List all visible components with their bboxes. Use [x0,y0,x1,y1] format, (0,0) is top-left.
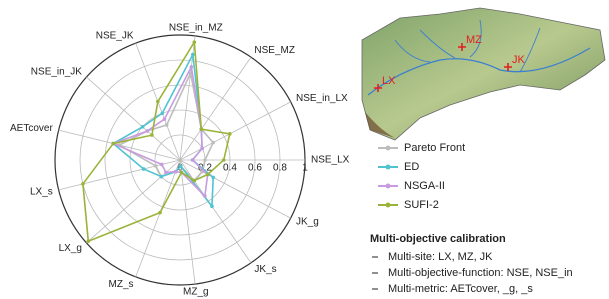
axis-label: NSE_in_MZ [169,23,223,34]
note-item: Multi-objective-function: NSE, NSE_in [388,267,573,279]
series-marker [142,167,146,171]
legend-title: Multi-objective calibration [370,233,506,245]
series-marker [191,158,195,162]
series-marker [200,127,204,131]
axis-label: JK_g [296,216,319,227]
axis-label: NSE_MZ [254,45,295,56]
spoke [136,160,180,277]
map-label: MZ [466,34,482,46]
note-item: Multi-metric: AETcover, _g, _s [388,283,533,295]
series-marker [190,65,194,69]
series-marker [203,194,207,198]
series-marker [111,142,115,146]
series-marker [150,133,154,137]
series-marker [87,239,91,243]
legend-label: SUFI-2 [404,199,439,211]
axis-label: LX_s [30,186,53,197]
series-marker [160,163,164,167]
series-marker [164,171,168,175]
series-marker [163,117,167,121]
axis-label: MZ_s [109,279,134,290]
series-marker [193,40,197,44]
axis-label: LX_g [59,243,82,254]
series-marker [179,164,183,168]
r-tick-label: 0.8 [273,163,287,174]
axis-label: MZ_g [183,287,209,298]
series-line [113,55,213,207]
series-marker [222,158,226,162]
series-marker [228,132,232,136]
series-marker [159,175,163,179]
series-marker [160,111,164,115]
series-marker [211,176,215,180]
series-marker [191,53,195,57]
legend-marker [386,184,391,189]
map-label: LX [382,75,396,87]
legend-marker [386,146,391,151]
figure: Multi-objective calibration 00.20.40.60.… [0,0,609,299]
axis-label: JK_s [254,264,276,275]
axis-label: NSE_JK [96,30,134,41]
note-item: Multi-site: LX, MZ, JK [388,251,493,263]
legend-label: Pareto Front [404,142,465,154]
r-tick-label: 0.4 [223,163,237,174]
series-marker [180,171,184,175]
series-marker [158,211,162,215]
series-marker [154,164,158,168]
legend-marker [386,165,391,170]
series-marker [156,100,160,104]
series-marker [145,129,149,133]
r-tick-label: 0.6 [248,163,262,174]
map-label: JK [512,54,526,66]
r-tick-label: 1 [302,163,308,174]
series-marker [174,170,178,174]
axis-label: AETcover [10,123,53,134]
axis-label: NSE_LX [311,155,350,166]
legend-label: NSGA-II [404,180,445,192]
series-marker [200,147,204,151]
legend-label: ED [404,161,419,173]
map [362,8,605,140]
axis-label: NSE_in_JK [31,66,82,77]
series-marker [206,173,210,177]
spoke [180,102,291,160]
series-marker [211,141,215,145]
series-marker [81,182,85,186]
series-marker [141,125,145,129]
axis-label: NSE_in_LX [296,93,348,104]
series-marker [165,123,169,127]
series-marker [203,158,207,162]
series-marker [192,179,196,183]
series-marker [210,204,214,208]
legend-marker [386,203,391,208]
